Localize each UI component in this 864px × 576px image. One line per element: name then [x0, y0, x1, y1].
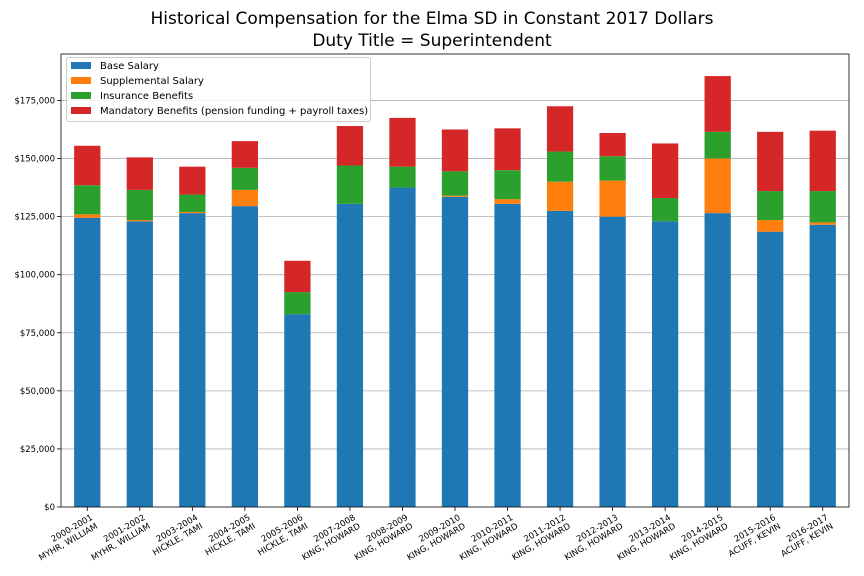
- bar-segment: [599, 156, 626, 181]
- chart-title: Historical Compensation for the Elma SD …: [150, 9, 714, 29]
- bar-segment: [652, 221, 679, 507]
- chart-subtitle: Duty Title = Superintendent: [312, 31, 552, 51]
- legend-swatch-insurance-benefits: [71, 91, 91, 99]
- bar-segment: [809, 224, 836, 507]
- bar-segment: [809, 130, 836, 192]
- bar-segment: [126, 221, 153, 507]
- bar-segment: [599, 132, 626, 157]
- bar-segment: [179, 194, 206, 212]
- bar-segment: [284, 260, 311, 293]
- bar-segment: [599, 180, 626, 217]
- legend-label: Base Salary: [100, 61, 159, 72]
- bar-segment: [126, 157, 153, 190]
- y-tick-label: $0: [44, 503, 55, 513]
- bar-segment: [74, 217, 101, 507]
- bar-segment: [546, 151, 574, 182]
- bar-segment: [179, 211, 206, 214]
- legend-label: Insurance Benefits: [100, 91, 194, 102]
- bars: [74, 76, 836, 508]
- y-tick-label: $50,000: [20, 387, 55, 397]
- bar-segment: [809, 191, 836, 223]
- bar-segment: [441, 129, 469, 172]
- bar-segment: [494, 203, 521, 508]
- y-tick-label: $150,000: [14, 155, 55, 165]
- y-tick-label: $25,000: [20, 445, 55, 455]
- legend-item-insurance-benefits: Insurance Benefits: [71, 90, 193, 104]
- bar-segment: [284, 292, 311, 315]
- bar-segment: [441, 195, 469, 197]
- bar-segment: [494, 199, 521, 204]
- legend-item-supplemental-salary: Supplemental Salary: [71, 75, 204, 89]
- bar-segment: [757, 191, 784, 221]
- bar-segment: [389, 166, 416, 188]
- axes: [57, 53, 850, 511]
- bar-segment: [757, 131, 784, 192]
- bar-segment: [652, 143, 679, 199]
- y-tick-label: $125,000: [14, 213, 55, 223]
- bar-segment: [757, 231, 784, 507]
- bar-segment: [389, 187, 416, 508]
- legend-item-base-salary: Base Salary: [71, 60, 159, 74]
- legend: Base Salary Supplemental Salary Insuranc…: [66, 57, 371, 122]
- bar-segment: [389, 117, 416, 167]
- bar-segment: [126, 189, 153, 221]
- bar-segment: [441, 171, 469, 196]
- y-tick-label: $75,000: [20, 329, 55, 339]
- bar-segment: [74, 185, 101, 215]
- bar-segment: [179, 213, 206, 507]
- y-tick-labels: $0 $25,000 $50,000 $75,000 $100,000 $125,000 $…: [14, 96, 55, 513]
- bar-segment: [74, 145, 101, 186]
- bar-segment: [126, 220, 153, 222]
- bar-segment: [336, 126, 364, 166]
- legend-swatch-supplemental-salary: [71, 76, 91, 84]
- bar-segment: [441, 196, 469, 507]
- bar-segment: [336, 203, 364, 508]
- y-tick-label: $175,000: [14, 96, 55, 106]
- legend-item-mandatory-benefits: Mandatory Benefits (pension funding + pa…: [71, 105, 368, 119]
- bar-segment: [704, 158, 731, 214]
- bar-segment: [546, 181, 574, 211]
- legend-label: Mandatory Benefits (pension funding + pa…: [100, 106, 369, 117]
- bar-segment: [704, 76, 731, 132]
- bar-segment: [284, 314, 311, 507]
- bar-segment: [757, 220, 784, 232]
- bar-segment: [704, 131, 731, 159]
- legend-swatch-base-salary: [71, 61, 91, 69]
- bar-segment: [546, 106, 574, 152]
- plot-frame: [60, 53, 850, 508]
- bar-segment: [231, 189, 258, 207]
- bar-segment: [231, 206, 258, 507]
- bar-segment: [336, 165, 364, 204]
- bar-segment: [809, 222, 836, 225]
- bar-segment: [231, 141, 258, 168]
- bar-segment: [704, 213, 731, 507]
- bar-segment: [231, 167, 258, 190]
- bar-segment: [599, 216, 626, 507]
- bar-segment: [179, 166, 206, 195]
- y-tick-label: $100,000: [14, 271, 55, 281]
- bar-segment: [494, 170, 521, 200]
- bar-segment: [652, 198, 679, 222]
- bar-segment: [494, 128, 521, 171]
- bar-segment: [546, 210, 574, 508]
- legend-label: Supplemental Salary: [100, 76, 204, 87]
- legend-swatch-mandatory-benefits: [71, 106, 91, 114]
- bar-segment: [74, 214, 101, 218]
